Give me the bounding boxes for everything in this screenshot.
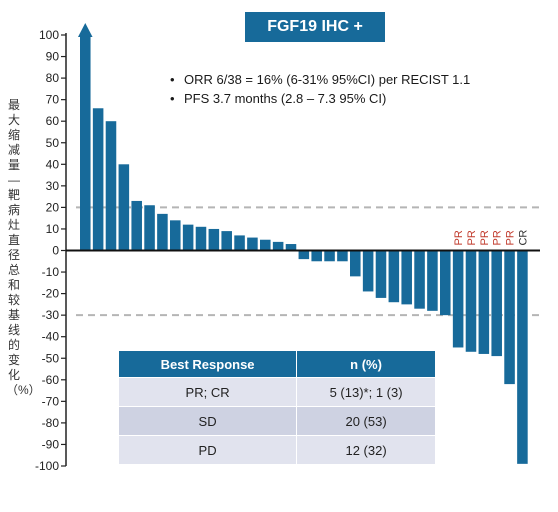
- table-cell: 5 (13)*; 1 (3): [296, 377, 436, 407]
- y-tick-label: 70: [46, 93, 60, 107]
- bar: [234, 235, 245, 251]
- y-tick-label: -40: [42, 330, 60, 344]
- y-tick-label: -60: [42, 373, 60, 387]
- table-row: PD 12 (32): [117, 435, 436, 465]
- bar: [311, 250, 322, 262]
- bar-label: PR: [505, 230, 517, 245]
- bar: [517, 250, 528, 464]
- bar: [414, 250, 425, 309]
- bar: [375, 250, 387, 298]
- bar: [324, 250, 335, 262]
- bar: [170, 220, 181, 251]
- table-cell: 12 (32): [296, 435, 436, 465]
- y-tick-label: -50: [42, 351, 60, 365]
- y-tick-label: -100: [35, 459, 59, 473]
- bar: [285, 244, 297, 251]
- table-cell: PR; CR: [117, 377, 298, 407]
- table-cell: 20 (53): [296, 406, 436, 436]
- pfs-text: PFS 3.7 months (2.8 – 7.3 95% CI): [184, 91, 387, 106]
- bar: [260, 239, 271, 251]
- y-tick-label: 20: [46, 200, 60, 214]
- bar: [118, 164, 130, 251]
- y-tick-label: 100: [39, 28, 59, 42]
- bar-label: PR: [492, 230, 504, 245]
- bar: [131, 200, 142, 251]
- bar: [298, 250, 310, 260]
- best-response-table: Best Response n (%) PR; CR 5 (13)*; 1 (3…: [117, 350, 436, 465]
- y-tick-label: 60: [46, 114, 60, 128]
- chart-title: FGF19 IHC +: [245, 12, 385, 42]
- y-tick-label: 80: [46, 71, 60, 85]
- bar: [401, 250, 412, 305]
- bar-label: PR: [453, 230, 465, 245]
- bar-label: PR: [479, 230, 491, 245]
- bar: [427, 250, 438, 311]
- bar: [337, 250, 348, 262]
- bar: [157, 213, 168, 251]
- y-tick-label: 30: [46, 179, 60, 193]
- y-tick-label: -20: [42, 287, 60, 301]
- bar-label: CR: [517, 230, 529, 246]
- table-header-row: Best Response n (%): [117, 350, 436, 378]
- y-tick-label: -70: [42, 394, 60, 408]
- y-tick-label: 0: [52, 244, 59, 258]
- table-row: SD 20 (53): [117, 406, 436, 436]
- overflow-arrow: [78, 23, 93, 37]
- bar: [182, 224, 194, 251]
- bar-label: PR: [466, 230, 478, 245]
- table-cell: SD: [117, 406, 298, 436]
- bar: [247, 237, 258, 251]
- y-tick-label: 10: [46, 222, 60, 236]
- table-cell: PD: [117, 435, 298, 465]
- bar: [440, 250, 451, 316]
- bar: [105, 121, 117, 251]
- y-tick-label: -10: [42, 265, 60, 279]
- bar: [195, 226, 207, 251]
- bar: [208, 228, 220, 251]
- bar: [452, 250, 464, 348]
- bar: [504, 250, 515, 385]
- bar: [272, 241, 284, 251]
- table-header-n: n (%): [296, 350, 436, 378]
- bar: [80, 35, 91, 251]
- y-tick-label: 50: [46, 136, 60, 150]
- bar: [144, 205, 155, 251]
- pfs-annotation: • PFS 3.7 months (2.8 – 7.3 95% CI): [170, 91, 387, 106]
- bar: [388, 250, 400, 303]
- y-axis-label: 最大缩减量—靶病灶直径总和较基线的变化（%）: [6, 98, 41, 397]
- y-tick-label: -30: [42, 308, 60, 322]
- orr-annotation: • ORR 6/38 = 16% (6-31% 95%CI) per RECIST…: [170, 72, 471, 87]
- bar: [92, 108, 104, 251]
- table-row: PR; CR 5 (13)*; 1 (3): [117, 377, 436, 407]
- table-header-response: Best Response: [117, 350, 298, 378]
- bar: [478, 250, 490, 354]
- y-tick-label: -80: [42, 416, 60, 430]
- bar: [362, 250, 374, 292]
- bar: [221, 231, 232, 251]
- bar: [491, 250, 502, 357]
- bar: [465, 250, 477, 352]
- y-tick-label: -90: [42, 437, 60, 451]
- orr-text: ORR 6/38 = 16% (6-31% 95%CI) per RECIST …: [184, 72, 471, 87]
- y-tick-label: 90: [46, 50, 60, 64]
- stats-annotations: • ORR 6/38 = 16% (6-31% 95%CI) per RECIST…: [170, 70, 470, 108]
- y-tick-label: 40: [46, 157, 60, 171]
- bar: [350, 250, 361, 277]
